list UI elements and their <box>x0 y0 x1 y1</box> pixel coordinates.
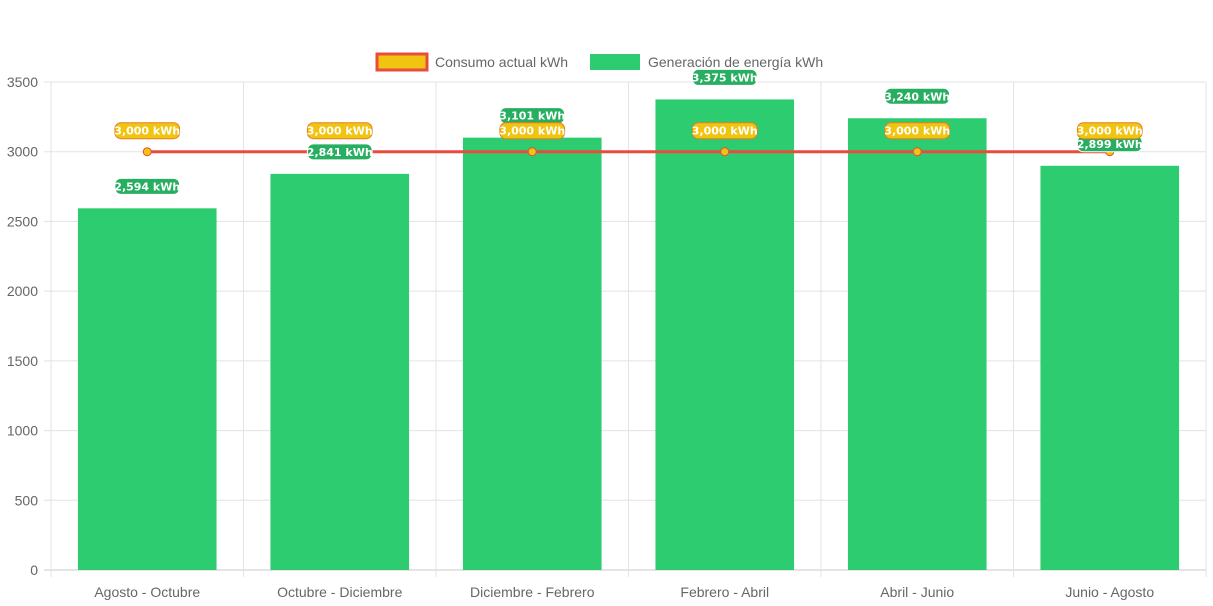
bar-data-label-bg <box>691 68 758 86</box>
point-consumo[interactable] <box>142 147 152 157</box>
legend-label-consumo[interactable]: Consumo actual kWh <box>435 54 568 70</box>
x-tick-label: Junio - Agosto <box>1065 584 1154 600</box>
axes: 0 500 1000 1500 2000 2500 3000 3500 Agosto - Oct… <box>7 74 1154 600</box>
bar-data-label: 3,101 kWh <box>499 110 565 123</box>
y-tick-label: 1500 <box>7 353 38 369</box>
legend-swatch-generacion[interactable] <box>590 54 640 70</box>
data-labels: 2,594 kWh 2,841 kWh 3,101 kWh 3,375 kWh 3,24… <box>114 68 1143 195</box>
bar-data-label: 3,375 kWh <box>692 71 758 84</box>
legend: Consumo actual kWh Generación de energía… <box>375 52 823 72</box>
legend-swatch-consumo[interactable] <box>375 52 429 72</box>
bar-generacion[interactable] <box>655 99 795 570</box>
x-tick-label: Febrero - Abril <box>680 584 769 600</box>
line-data-label: 3,000 kWh <box>499 125 565 138</box>
line-data-label: 3,000 kWh <box>114 125 180 138</box>
legend-label-generacion[interactable]: Generación de energía kWh <box>648 54 823 70</box>
y-tick-label: 2500 <box>7 213 38 229</box>
bar-generacion[interactable] <box>1040 165 1180 570</box>
point-consumo[interactable] <box>912 147 922 157</box>
x-tick-label: Agosto - Octubre <box>94 584 200 600</box>
y-tick-label: 1000 <box>7 423 38 439</box>
line-data-label-bg <box>691 122 758 140</box>
point-consumo[interactable] <box>720 147 730 157</box>
bar-data-label-bg <box>884 87 951 105</box>
grid-lines <box>44 81 1207 577</box>
bar-series-generacion <box>77 99 1180 571</box>
bar-data-label: 2,899 kWh <box>1077 138 1143 151</box>
bar-generacion[interactable] <box>847 118 987 570</box>
x-tick-label: Diciembre - Febrero <box>470 584 595 600</box>
point-consumo[interactable] <box>527 147 537 157</box>
x-tick-label: Octubre - Diciembre <box>277 584 402 600</box>
line-data-label-bg <box>499 122 566 140</box>
bar-data-label: 3,240 kWh <box>884 90 950 103</box>
line-data-label-bg <box>884 122 951 140</box>
x-tick-label: Abril - Junio <box>880 584 954 600</box>
y-tick-label: 0 <box>30 562 38 578</box>
line-data-label-bg <box>114 122 181 140</box>
line-data-label: 3,000 kWh <box>1077 125 1143 138</box>
line-data-label: 3,000 kWh <box>884 125 950 138</box>
line-data-label-bg <box>306 122 373 140</box>
bar-data-label: 2,594 kWh <box>114 180 180 193</box>
bar-generacion[interactable] <box>270 173 410 570</box>
bar-data-label: 2,841 kWh <box>307 146 373 159</box>
line-data-label: 3,000 kWh <box>307 125 373 138</box>
bar-generacion[interactable] <box>462 137 602 570</box>
bar-data-label-bg <box>114 177 181 195</box>
line-data-label-bg <box>1076 122 1143 140</box>
y-tick-label: 3500 <box>7 74 38 90</box>
y-tick-label: 3000 <box>7 144 38 160</box>
y-tick-label: 2000 <box>7 283 38 299</box>
bar-generacion[interactable] <box>77 208 217 571</box>
bar-data-label-bg <box>306 143 373 161</box>
line-data-label: 3,000 kWh <box>692 125 758 138</box>
y-tick-label: 500 <box>15 492 39 508</box>
